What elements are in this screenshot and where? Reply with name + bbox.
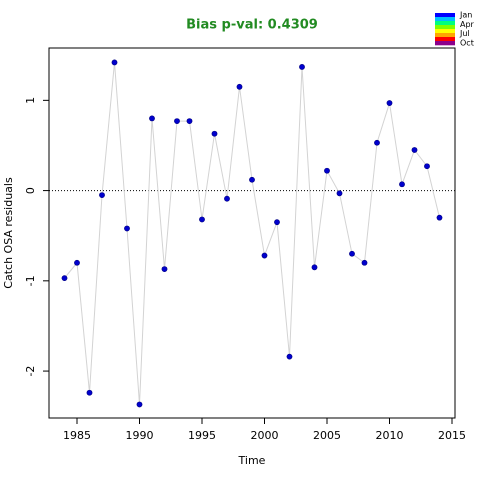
data-point [111, 59, 118, 66]
legend-swatch [435, 41, 455, 46]
data-point [399, 181, 405, 188]
data-point [411, 147, 418, 153]
data-point [424, 163, 430, 170]
data-point [436, 214, 443, 221]
legend-swatch [435, 25, 455, 30]
legend-label: Oct [460, 38, 474, 47]
data-point [99, 192, 105, 198]
data-point [161, 266, 168, 272]
y-tick-label: 0 [24, 187, 37, 194]
y-tick-label: -2 [24, 366, 37, 377]
data-point [224, 195, 230, 202]
data-point [286, 353, 293, 360]
x-axis-label: Time [238, 454, 266, 467]
data-point [124, 225, 130, 232]
data-point [299, 64, 305, 70]
legend-label: Jul [459, 29, 470, 38]
data-point [324, 167, 330, 174]
x-tick-label: 1990 [126, 429, 154, 442]
chart-title: Bias p-val: 0.4309 [186, 18, 318, 33]
data-point [86, 389, 93, 396]
data-point [149, 115, 155, 122]
data-point [374, 139, 380, 146]
data-point [311, 264, 318, 271]
data-point [174, 118, 180, 124]
legend-swatch [435, 37, 455, 42]
data-point [74, 259, 80, 266]
legend-swatch [435, 21, 455, 26]
data-point [211, 130, 218, 137]
legend-swatch [435, 33, 455, 38]
x-tick-label: 2015 [438, 429, 466, 442]
data-point [349, 250, 355, 257]
data-point [274, 219, 280, 226]
x-tick-label: 1985 [63, 429, 91, 442]
data-point [61, 275, 68, 282]
y-axis-label: Catch OSA residuals [2, 177, 15, 289]
x-tick-label: 2000 [251, 429, 279, 442]
data-point [136, 401, 143, 408]
data-point [336, 190, 343, 197]
data-point [199, 216, 205, 223]
x-tick-label: 2005 [313, 429, 341, 442]
data-point [386, 100, 393, 106]
y-tick-label: -1 [24, 275, 37, 286]
series-line [64, 62, 440, 405]
x-tick-label: 2010 [376, 429, 404, 442]
x-tick-label: 1995 [188, 429, 216, 442]
data-point [186, 118, 193, 124]
legend-swatch [435, 13, 455, 18]
data-point [249, 176, 255, 183]
legend-label: Apr [460, 20, 475, 29]
data-point [261, 252, 268, 259]
data-point [236, 83, 243, 90]
legend-label: Jan [459, 11, 472, 20]
data-point [361, 259, 368, 266]
legend-swatch [435, 29, 455, 34]
legend-swatch [435, 17, 455, 22]
y-tick-label: 1 [24, 97, 37, 104]
plot-frame [48, 47, 456, 419]
